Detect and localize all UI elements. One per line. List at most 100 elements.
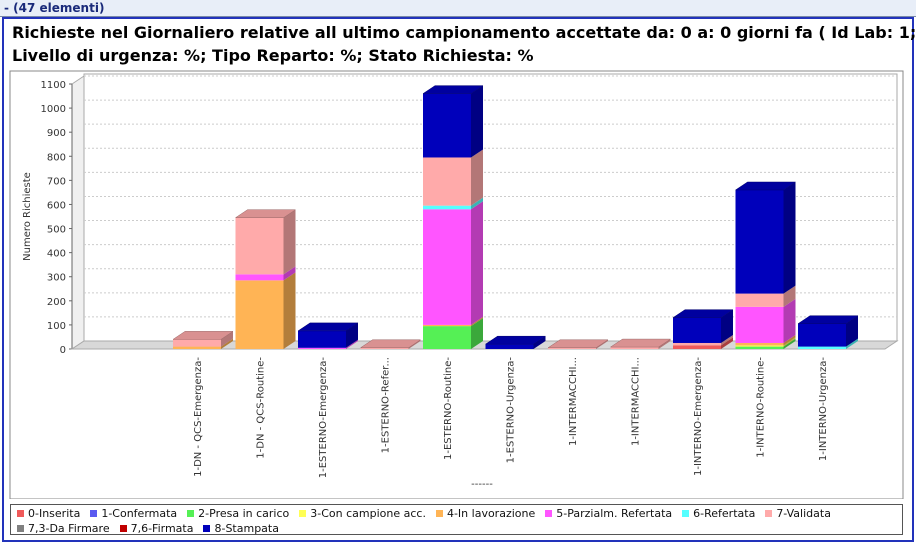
y-tick-label: 800: [47, 152, 66, 163]
bar-segment: [235, 274, 284, 281]
bar-segment: [235, 280, 284, 349]
legend-item: 3-Con campione acc.: [299, 506, 426, 521]
legend-item: 7,3-Da Firmare: [17, 521, 110, 536]
bar-side: [471, 85, 483, 158]
y-tick-label: 300: [47, 273, 66, 284]
y-tick-label: 1100: [41, 80, 66, 91]
bar-segment: [423, 205, 471, 210]
x-tick-label: 1-ESTERNO-Urgenza-: [506, 357, 517, 464]
legend: 0-Inserita 1-Confermata 2-Presa in carico 3…: [10, 504, 903, 535]
x-tick-label: 1-INTERMACCHI...: [631, 357, 642, 446]
bar-side: [471, 318, 483, 349]
legend-label: 7-Validata: [776, 507, 831, 520]
bar-segment: [298, 330, 346, 348]
bar-segment: [423, 157, 471, 206]
legend-swatch: [90, 510, 98, 517]
bar-segment: [235, 217, 284, 275]
bar-side: [721, 309, 733, 343]
bar-top: [234, 209, 297, 218]
legend-item: 7-Validata: [765, 506, 831, 521]
bar-side: [533, 336, 546, 349]
x-tick-label: 1-INTERMACCHI...: [568, 357, 579, 446]
bar-top: [297, 322, 359, 332]
y-tick-label: 900: [47, 128, 66, 139]
bar-side: [221, 338, 233, 349]
bar-side: [783, 338, 796, 349]
chart-subtitle: Livello di urgenza: %; Tipo Reparto: %; …: [12, 46, 534, 65]
bar-top: [734, 181, 797, 191]
bar-segment: [423, 93, 471, 158]
y-tick-label: 0: [60, 345, 66, 356]
bar-side: [283, 209, 296, 275]
y-tick-label: 700: [47, 176, 66, 187]
legend-label: 7,3-Da Firmare: [28, 522, 110, 535]
legend-swatch: [545, 510, 553, 517]
bar-side: [783, 298, 796, 343]
legend-label: 5-Parzialm. Refertata: [556, 507, 673, 520]
bar-segment: [423, 326, 471, 349]
y-tick-label: 200: [47, 297, 66, 308]
bar-top: [359, 339, 422, 349]
bar-segment: [673, 342, 721, 346]
bar-side: [471, 201, 483, 325]
bar-top: [797, 315, 859, 324]
bar-side: [596, 339, 608, 349]
bar-side: [283, 272, 296, 349]
x-tick-label: 1-ESTERNO-Routine-: [443, 357, 454, 460]
legend-item: 8-Stampata: [203, 521, 279, 536]
legend-label: 7,6-Firmata: [130, 522, 194, 535]
bar-segment: [673, 317, 721, 343]
bar-segment: [673, 345, 721, 349]
legend-swatch: [765, 510, 773, 517]
y-tick-label: 1000: [41, 104, 66, 115]
bar-segment: [610, 347, 659, 349]
bar-side: [658, 339, 671, 349]
bar-side: [471, 149, 483, 206]
bar-segment: [298, 347, 346, 349]
legend-item: 5-Parzialm. Refertata: [545, 506, 672, 521]
legend-swatch: [17, 525, 24, 532]
x-axis-label: ------: [471, 479, 493, 490]
legend-item: 4-In lavorazione: [435, 506, 536, 521]
bar-side: [783, 337, 796, 347]
y-tick-label: 600: [47, 200, 66, 211]
bar-top: [422, 85, 484, 94]
bar-segment: [548, 347, 596, 349]
bar-side: [846, 338, 858, 349]
legend-item: 2-Presa in carico: [187, 506, 289, 521]
legend-label: 2-Presa in carico: [198, 507, 290, 520]
x-tick-label: 1-ESTERNO-Emergenza-: [318, 357, 329, 479]
chart-title: Richieste nel Giornaliero relative all u…: [12, 23, 916, 42]
legend-swatch: [203, 525, 211, 532]
bar-segment: [735, 345, 784, 347]
legend-label: 4-In lavorazione: [446, 507, 536, 520]
legend-swatch: [119, 525, 127, 532]
x-tick-label: 1-INTERNO-Emergenza-: [693, 357, 704, 476]
bar-segment: [485, 344, 534, 349]
legend-label: 0-Inserita: [28, 507, 81, 520]
x-tick-label: 1-DN - QCS-Emergenza-: [193, 357, 204, 477]
legend-swatch: [435, 510, 443, 517]
bar-side: [221, 331, 233, 347]
bar-top: [609, 338, 672, 348]
legend-swatch: [17, 510, 24, 517]
bar-segment: [735, 306, 784, 343]
legend-swatch: [299, 510, 307, 517]
bar-segment: [735, 346, 784, 349]
y-tick-label: 100: [47, 321, 66, 332]
plot-side-wall: [71, 75, 85, 350]
legend-item: 1-Confermata: [90, 506, 177, 521]
bar-side: [471, 316, 483, 327]
bar-top: [672, 309, 734, 318]
legend-item: 6-Refertata: [682, 506, 755, 521]
y-axis-label: Numero Richieste: [22, 172, 33, 261]
bar-side: [783, 334, 796, 346]
bar-side: [283, 266, 296, 281]
legend-swatch: [682, 510, 690, 517]
bar-segment: [423, 209, 471, 325]
legend-item: 7,6-Firmata: [119, 521, 194, 536]
chart-panel: Richieste nel Giornaliero relative all u…: [2, 17, 916, 542]
legend-item: 0-Inserita: [17, 506, 80, 521]
x-tick-label: 1-INTERNO-Urgenza-: [818, 357, 829, 461]
